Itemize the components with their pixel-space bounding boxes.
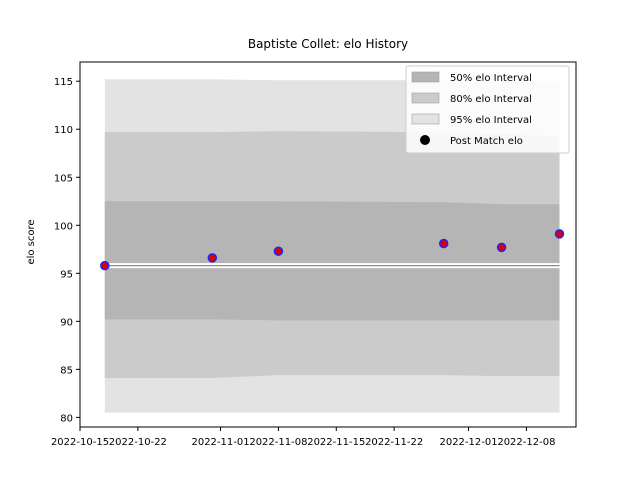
post-match-point-4 <box>496 242 507 253</box>
x-tick-label-6: 2022-12-01 <box>439 437 497 448</box>
legend-box <box>405 65 570 154</box>
x-tick-label-1: 2022-10-22 <box>109 437 167 448</box>
x-tick-label-0: 2022-10-15 <box>51 437 109 448</box>
legend-marker-3 <box>420 135 430 145</box>
axes: 80 85 90 95 100 105 110 115 2022-10-15 2022-10-22… <box>51 61 577 448</box>
x-tick-label-7: 2022-12-08 <box>497 437 555 448</box>
y-tick-label-0: 80 <box>60 413 73 424</box>
y-tick-label-4: 100 <box>54 221 73 232</box>
chart-title: Baptiste Collet: elo History <box>248 37 408 51</box>
legend-swatch-1 <box>411 92 440 104</box>
legend-entry-2: 95% elo Interval <box>450 115 532 126</box>
y-tick-label-2: 90 <box>60 317 73 328</box>
y-axis-label: elo score <box>26 219 37 264</box>
x-tick-label-3: 2022-11-08 <box>249 437 307 448</box>
y-tick-label-5: 105 <box>54 173 73 184</box>
legend-swatch-0 <box>411 71 440 83</box>
y-tick-label-6: 110 <box>54 125 73 136</box>
y-tick-label-3: 95 <box>60 269 73 280</box>
band-2 <box>104 201 560 321</box>
legend-entry-0: 50% elo Interval <box>450 73 532 84</box>
y-tick-label-1: 85 <box>60 365 73 376</box>
post-match-point-2 <box>273 246 284 256</box>
y-tick-label-7: 115 <box>54 77 73 88</box>
legend-swatch-2 <box>411 113 440 125</box>
x-tick-label-2: 2022-11-01 <box>191 437 249 448</box>
post-match-point-5 <box>554 229 565 239</box>
legend-entry-1: 80% elo Interval <box>450 94 532 105</box>
legend-entry-3: Post Match elo <box>450 136 523 147</box>
x-tick-label-5: 2022-11-22 <box>365 437 423 448</box>
x-tick-label-4: 2022-11-15 <box>307 437 365 448</box>
legend: 50% elo Interval 80% elo Interval 95% elo … <box>405 65 570 154</box>
post-match-point-1 <box>207 253 218 263</box>
axes-frame <box>79 61 577 428</box>
post-match-point-3 <box>438 238 449 249</box>
post-match-point-0 <box>100 260 110 271</box>
plot-area <box>100 79 565 413</box>
